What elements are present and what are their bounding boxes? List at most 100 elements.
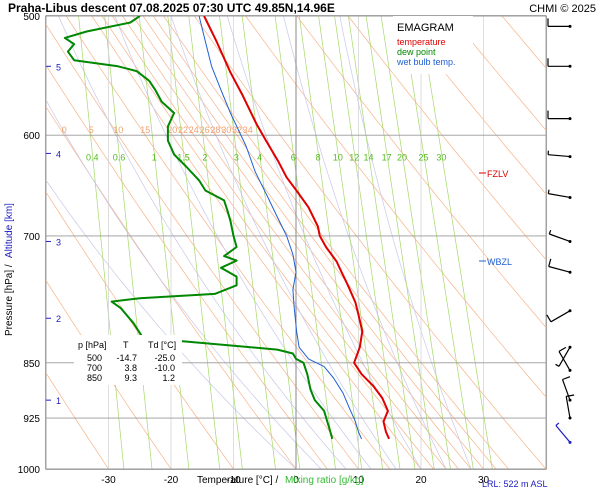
dry-adiabat-line <box>347 16 546 261</box>
moist-adiabat-line <box>226 16 422 469</box>
altitude-ticks: 5 4 3 2 1 <box>46 62 61 406</box>
dry-adiabat-line <box>46 372 109 469</box>
mixing-ratio-label: 3 <box>234 153 239 163</box>
altitude-tick-label: 1 <box>56 396 61 406</box>
series-wet-bulb-temp <box>198 16 363 440</box>
series-temperature <box>203 16 391 440</box>
dry-adiabat-line <box>194 16 546 469</box>
dry-adiabat-line <box>450 16 546 131</box>
mixing-ratio-line <box>365 16 435 469</box>
dry-adiabat-line <box>65 16 391 469</box>
altitude-tick-label: 4 <box>56 149 61 159</box>
dry-adiabat-line <box>112 16 447 469</box>
wind-barb <box>565 394 575 420</box>
dry-adiabat-label: 30 <box>221 125 231 135</box>
wind-barb <box>561 376 572 402</box>
mixing-ratio-label: 6 <box>291 153 296 163</box>
svg-text:Pressure [hPa] / Altitu: Pressure [hPa] / Altitude [km] <box>4 203 15 336</box>
moist-adiabat-line <box>114 16 372 469</box>
table-cell: 850 <box>87 373 102 383</box>
series-dew-point <box>63 16 334 440</box>
dry-adiabat-line <box>399 16 546 195</box>
dry-adiabat-label: 34 <box>243 125 253 135</box>
dry-adiabat-line <box>46 191 234 469</box>
mixing-ratio-label: 4 <box>257 153 262 163</box>
mixing-ratio-label: 2 <box>202 153 207 163</box>
table-cell: -14.7 <box>116 353 137 363</box>
dry-adiabat-label: 0 <box>62 125 67 135</box>
y-tick-label: 600 <box>23 131 40 142</box>
wind-barb <box>555 345 572 367</box>
wind-barb <box>546 309 572 323</box>
dry-adiabat-line <box>46 23 359 469</box>
summary-table: p [hPa] T Td [°C] 500 -14.7 -25.0 700 3.… <box>74 335 182 385</box>
y-label-altitude: Altitude [km] <box>4 203 15 258</box>
x-tick-label: 20 <box>415 475 427 486</box>
legend-temperature: temperature <box>397 37 446 47</box>
y-label-pressure: Pressure [hPa] / <box>4 264 15 336</box>
dry-adiabat-label: 15 <box>140 125 150 135</box>
dry-adiabat-label: 26 <box>200 125 210 135</box>
mixing-ratio-line <box>104 16 153 469</box>
moist-adiabat-line <box>58 16 347 469</box>
y-tick-label: 850 <box>23 359 40 370</box>
lrl-label: LRL: 522 m ASL <box>482 479 548 489</box>
moist-adiabat-line <box>46 179 297 469</box>
mixing-ratio-labels: 0.4 0.6 1 1.5 2 3 4 6 8 10 12 14 17 20 25 30 <box>86 153 446 163</box>
table-cell: 700 <box>87 363 102 373</box>
wbzl-marker: WBZL <box>479 257 512 267</box>
dry-adiabat-line <box>553 16 600 469</box>
y-tick-label: 1000 <box>18 465 41 476</box>
dry-adiabat-label: 24 <box>189 125 199 135</box>
credit-label: CHMI © 2025 <box>529 3 596 15</box>
table-header-p: p [hPa] <box>78 340 107 350</box>
mixing-ratio-line <box>138 16 190 469</box>
dry-adiabat-label: 22 <box>178 125 188 135</box>
wind-barb <box>555 422 572 444</box>
table-cell: 500 <box>87 353 102 363</box>
table-header-td: Td [°C] <box>148 340 176 350</box>
mixing-ratio-line <box>380 16 451 469</box>
mixing-ratio-label: 0.4 <box>86 153 99 163</box>
table-cell: -25.0 <box>154 353 175 363</box>
dry-adiabat-line <box>142 16 484 469</box>
fzlv-marker: FZLV <box>479 169 508 179</box>
mixing-ratio-label: 1.5 <box>177 153 190 163</box>
dry-adiabat-label: 28 <box>210 125 220 135</box>
x-tick-label: -10 <box>226 475 241 486</box>
mixing-ratio-line <box>167 16 221 469</box>
mixing-ratio-label: 17 <box>382 153 392 163</box>
legend-title: EMAGRAM <box>397 22 454 34</box>
mixing-ratio-label: 12 <box>349 153 359 163</box>
moist-adiabat-line <box>339 16 472 469</box>
legend-wet-bulb: wet bulb temp. <box>396 57 456 67</box>
mixing-ratio-line <box>334 16 401 469</box>
legend: EMAGRAM temperature dew point wet bulb t… <box>393 16 473 74</box>
table-cell: 9.3 <box>124 373 137 383</box>
mixing-ratio-line <box>78 16 125 469</box>
x-tick-label: 30 <box>478 475 490 486</box>
mixing-ratio-label: 14 <box>363 153 373 163</box>
wind-barb <box>547 189 572 199</box>
table-cell: 1.2 <box>162 373 175 383</box>
x-tick-label: -30 <box>101 475 116 486</box>
mixing-ratio-line <box>348 16 416 469</box>
mixing-ratio-line <box>274 16 336 469</box>
x-label-temperature: Temperature [°C] / <box>197 475 278 486</box>
wind-barb <box>558 346 572 372</box>
mixing-ratio-label: 30 <box>436 153 446 163</box>
y-tick-label: 925 <box>23 414 40 425</box>
mixing-ratio-label: 1 <box>152 153 157 163</box>
x-tick-label: 10 <box>353 475 365 486</box>
mixing-ratio-line <box>401 16 474 469</box>
mixing-ratio-label: 10 <box>333 153 343 163</box>
chart-title: Praha-Libus descent 07.08.2025 07:30 UTC… <box>8 1 335 15</box>
mixing-ratio-line <box>318 16 383 469</box>
wind-barb <box>547 150 572 159</box>
dry-adiabat-label: 32 <box>232 125 242 135</box>
profile-lines <box>63 16 391 440</box>
y-tick-label: 700 <box>23 232 40 243</box>
mixing-ratio-line <box>241 16 301 469</box>
